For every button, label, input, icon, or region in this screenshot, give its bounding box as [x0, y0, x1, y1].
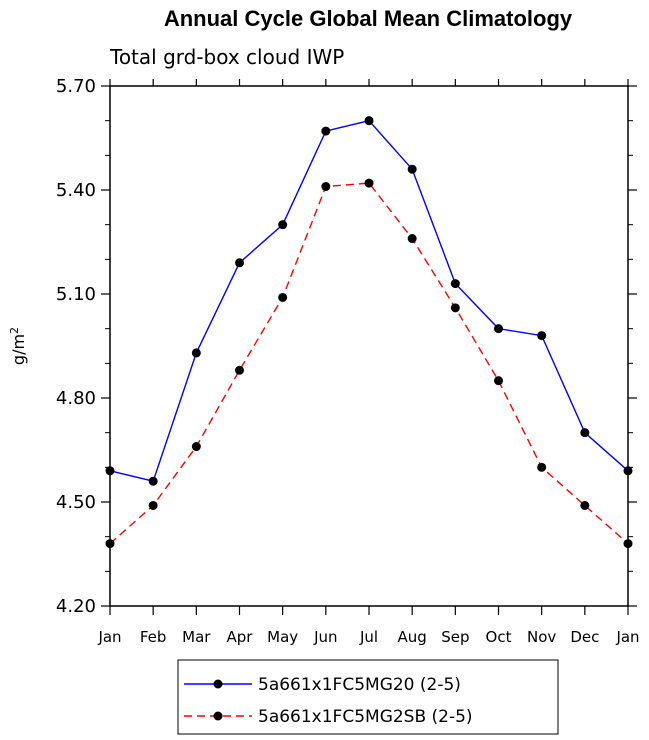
series-layer [105, 116, 633, 549]
data-point [537, 331, 547, 341]
legend: 5a661x1FC5MG20 (2-5) 5a661x1FC5MG2SB (2-5… [177, 659, 559, 735]
y-axis-label: g/m2 [8, 327, 28, 365]
x-tick-label: Oct [486, 628, 512, 646]
x-tick-label: Nov [527, 628, 556, 646]
series-2 [105, 178, 633, 549]
y-tick-label: 5.10 [56, 284, 96, 305]
x-tick-label: Jan [97, 628, 121, 646]
x-tick-label: Aug [398, 628, 427, 646]
data-point [494, 324, 503, 334]
data-point [623, 539, 633, 549]
x-tick-labels: Jan Feb Mar Apr May Jun Jul Aug Sep Oct Nov Dec Jan [97, 628, 639, 646]
legend-marker [213, 679, 223, 689]
series-1 [105, 116, 633, 486]
data-point [364, 116, 374, 126]
x-tick-label: Jul [359, 628, 378, 646]
x-tick-label: Dec [570, 628, 599, 646]
data-point [407, 234, 417, 244]
chart-subtitle: Total grd-box cloud IWP [109, 45, 344, 69]
data-point [321, 182, 331, 192]
data-point [580, 428, 590, 438]
data-point [191, 348, 201, 358]
data-point [278, 220, 288, 230]
y-axis-label-unit: g/m [9, 334, 28, 365]
plot-area: 4.20 4.50 4.80 5.10 5.40 5.70 Jan Feb Mar Apr May… [56, 76, 640, 646]
data-point [321, 126, 331, 136]
y-tick-label: 5.40 [56, 180, 96, 201]
chart-title: Annual Cycle Global Mean Climatology [164, 6, 573, 31]
data-point [450, 279, 460, 289]
data-point [450, 303, 460, 313]
x-tick-label: Apr [227, 628, 254, 646]
data-point [494, 376, 503, 386]
x-tick-label: Jan [615, 628, 639, 646]
x-tick-label: Jun [313, 628, 337, 646]
axis-ticks [101, 79, 637, 615]
data-point [407, 164, 417, 174]
legend-box [177, 659, 559, 735]
data-point [235, 258, 244, 268]
data-point [105, 539, 115, 549]
legend-entry: 5a661x1FC5MG20 (2-5) [184, 675, 461, 695]
y-tick-label: 4.50 [56, 492, 96, 513]
data-point [148, 500, 158, 510]
y-tick-label: 5.70 [56, 76, 96, 97]
legend-label: 5a661x1FC5MG20 (2-5) [258, 675, 461, 695]
series-line [109, 119, 629, 483]
data-point [235, 365, 244, 375]
x-tick-label: May [267, 628, 298, 646]
y-tick-labels: 4.20 4.50 4.80 5.10 5.40 5.70 [56, 76, 96, 617]
data-point [623, 466, 633, 476]
legend-entries: 5a661x1FC5MG20 (2-5) 5a661x1FC5MG2SB (2-5… [184, 675, 473, 727]
plot-frame [109, 85, 629, 607]
legend-label: 5a661x1FC5MG2SB (2-5) [258, 707, 473, 727]
data-point [191, 442, 201, 452]
series-line [109, 182, 629, 545]
data-point [278, 292, 288, 302]
x-tick-label: Mar [182, 628, 211, 646]
legend-entry: 5a661x1FC5MG2SB (2-5) [184, 707, 473, 727]
data-point [148, 476, 158, 486]
data-point [364, 178, 374, 188]
y-tick-label: 4.80 [56, 388, 96, 409]
y-axis-label-exponent: 2 [8, 327, 21, 334]
data-point [105, 466, 115, 476]
x-tick-label: Sep [441, 628, 469, 646]
legend-marker [213, 711, 223, 721]
data-point [537, 462, 547, 472]
x-tick-label: Feb [140, 628, 167, 646]
data-point [580, 500, 590, 510]
y-tick-label: 4.20 [56, 596, 96, 617]
